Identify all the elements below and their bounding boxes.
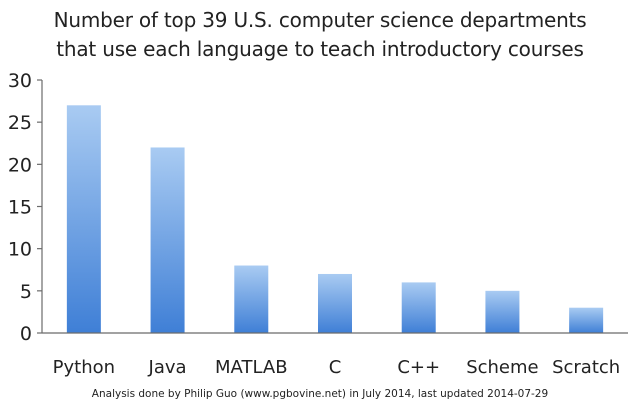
bar-java [150,147,185,333]
x-tick-label: Scratch [552,357,620,378]
bar-cplusplus [401,282,436,333]
chart-title: Number of top 39 U.S. computer science d… [0,6,640,64]
x-tick-label: C++ [397,357,440,378]
bar-scheme [485,290,520,333]
bar-python [66,105,101,333]
chart-title-line-2: that use each language to teach introduc… [56,37,584,61]
bar-c [318,273,352,333]
y-tick-label: 0 [20,323,32,345]
x-tick-label: MATLAB [215,357,288,378]
bar-matlab [234,265,269,333]
bar-scratch [569,307,604,333]
y-tick-label: 15 [8,197,32,219]
x-tick-label: Scheme [466,357,538,378]
x-tick-label: C [329,357,342,378]
y-tick-label: 10 [8,239,32,261]
y-tick-label: 25 [8,112,32,134]
chart-title-line-1: Number of top 39 U.S. computer science d… [53,8,587,32]
y-tick-label: 5 [20,281,32,303]
x-tick-label: Java [148,357,187,378]
y-tick-label: 30 [8,70,32,92]
chart-footnote: Analysis done by Philip Guo (www.pgbovin… [91,388,549,400]
x-tick-label: Python [53,357,115,378]
y-tick-label: 20 [8,154,32,176]
